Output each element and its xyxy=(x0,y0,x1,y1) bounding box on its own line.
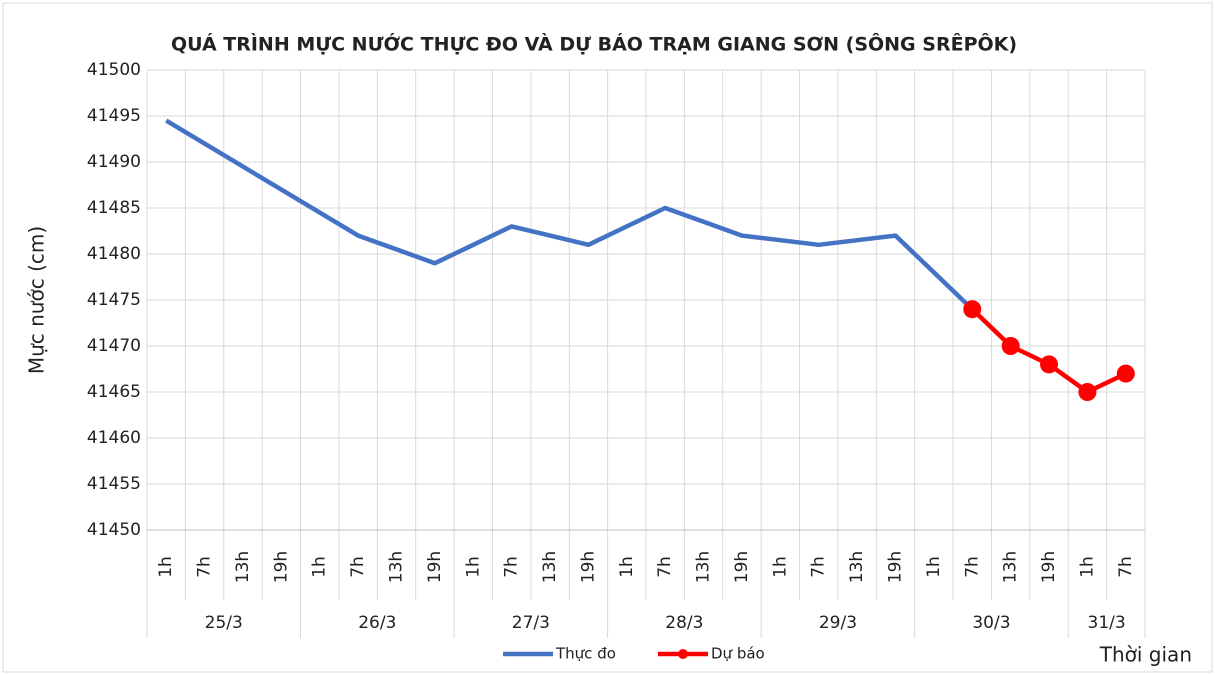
y-tick-label: 41455 xyxy=(87,474,141,494)
y-tick-label: 41480 xyxy=(87,244,141,264)
legend-label: Dự báo xyxy=(711,645,765,663)
series-marker xyxy=(1001,337,1020,355)
y-tick-label: 41500 xyxy=(87,60,141,80)
x-tick-label: 19h xyxy=(425,551,445,583)
group-label: 30/3 xyxy=(972,613,1010,633)
x-tick-label: 1h xyxy=(156,556,176,578)
x-tick-label: 13h xyxy=(233,551,253,583)
group-label: 27/3 xyxy=(512,613,550,633)
x-tick-label: 19h xyxy=(1039,551,1059,583)
group-label: 26/3 xyxy=(358,613,396,633)
x-tick-label: 1h xyxy=(770,556,790,578)
x-tick-label: 19h xyxy=(732,551,752,583)
x-tick-label: 13h xyxy=(540,551,560,583)
y-tick-label: 41485 xyxy=(87,198,141,218)
x-tick-label: 7h xyxy=(809,556,829,578)
x-tick-label: 7h xyxy=(1116,556,1136,578)
y-tick-label: 41460 xyxy=(87,428,141,448)
legend-marker xyxy=(678,649,688,659)
group-label: 31/3 xyxy=(1088,613,1126,633)
x-tick-label: 13h xyxy=(387,551,407,583)
legend-label: Thực đo xyxy=(555,645,616,663)
x-tick-label: 1h xyxy=(1077,556,1097,578)
x-tick-label: 7h xyxy=(502,556,522,578)
x-tick-label: 13h xyxy=(847,551,867,583)
chart-title: QUÁ TRÌNH MỰC NƯỚC THỰC ĐO VÀ DỰ BÁO TRẠ… xyxy=(171,32,1017,56)
group-label: 28/3 xyxy=(665,613,703,633)
series-marker xyxy=(1078,383,1097,401)
x-tick-label: 19h xyxy=(886,551,906,583)
x-tick-label: 19h xyxy=(578,551,598,583)
group-label: 25/3 xyxy=(205,613,243,633)
x-tick-label: 7h xyxy=(655,556,675,578)
series-marker xyxy=(1040,355,1059,374)
y-tick-label: 41490 xyxy=(87,152,141,172)
y-tick-label: 41470 xyxy=(87,336,141,356)
x-axis-label: Thời gian xyxy=(1099,643,1192,667)
series-marker xyxy=(963,300,982,319)
y-tick-label: 41475 xyxy=(87,290,141,310)
y-tick-label: 41495 xyxy=(87,106,141,126)
series-marker xyxy=(1116,364,1135,383)
x-tick-label: 1h xyxy=(617,556,637,578)
x-tick-label: 1h xyxy=(924,556,944,578)
x-tick-label: 1h xyxy=(463,556,483,578)
y-tick-label: 41450 xyxy=(87,520,141,540)
x-tick-label: 19h xyxy=(271,551,291,583)
x-tick-label: 7h xyxy=(195,556,215,578)
x-tick-label: 7h xyxy=(962,556,982,578)
x-tick-label: 1h xyxy=(310,556,330,578)
group-label: 29/3 xyxy=(819,613,857,633)
x-tick-label: 7h xyxy=(348,556,368,578)
y-tick-label: 41465 xyxy=(87,382,141,402)
y-axis-label: Mực nước (cm) xyxy=(25,226,49,374)
series-line xyxy=(165,118,974,311)
x-tick-label: 13h xyxy=(694,551,714,583)
x-tick-label: 13h xyxy=(1001,551,1021,583)
